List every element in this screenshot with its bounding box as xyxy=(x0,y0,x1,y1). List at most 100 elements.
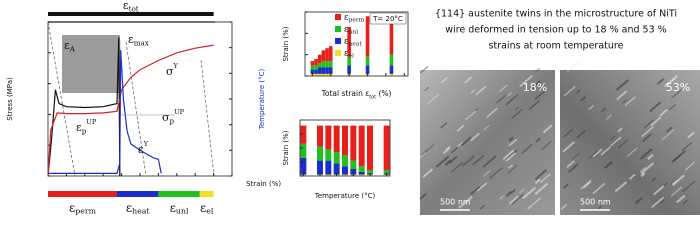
texture xyxy=(511,108,523,119)
texture xyxy=(640,162,655,175)
bar-segment xyxy=(358,166,365,172)
texture xyxy=(472,154,485,166)
x-axis-title-part: (%) xyxy=(376,89,391,98)
legend-label-part: ε xyxy=(344,25,349,35)
texture xyxy=(505,190,513,197)
annotation: εmax xyxy=(128,33,149,47)
texture xyxy=(682,199,688,205)
bar-segment xyxy=(317,73,322,76)
y2-axis-title: Temperature (°C) xyxy=(258,69,266,131)
texture xyxy=(651,196,665,208)
texture xyxy=(659,199,665,204)
texture xyxy=(649,101,662,113)
bar-segment xyxy=(333,125,340,153)
strain-segment-label: εperm xyxy=(69,201,97,216)
texture xyxy=(528,100,540,110)
annotation: T= 20°C xyxy=(372,15,403,23)
bar-segment xyxy=(317,125,323,147)
legend-label-part: heat xyxy=(349,41,363,47)
bar-segment xyxy=(321,73,326,76)
reference-line xyxy=(47,21,76,177)
legend-label-part: ε xyxy=(344,13,349,23)
bar-segment xyxy=(350,160,357,169)
annotation-part: ε xyxy=(76,121,82,134)
texture xyxy=(561,203,568,210)
texture xyxy=(615,79,629,91)
micrograph-label: 18% xyxy=(523,81,547,94)
texture xyxy=(661,129,675,141)
texture xyxy=(592,182,606,195)
texture xyxy=(465,110,477,121)
bar-segment xyxy=(310,61,315,66)
texture xyxy=(442,147,450,155)
strain-segment-label: εheat xyxy=(126,201,151,216)
scale-label: 500 nm xyxy=(440,198,471,207)
bar-segment xyxy=(342,125,348,155)
bar-segment xyxy=(325,73,329,76)
texture xyxy=(498,84,508,93)
legend-swatch xyxy=(335,26,341,32)
texture xyxy=(681,180,696,193)
legend-label-part: unl xyxy=(349,29,359,35)
texture xyxy=(508,136,514,142)
strain-segment-label-part: heat xyxy=(132,207,150,216)
texture xyxy=(458,195,473,209)
bar-segment xyxy=(367,170,373,174)
bar-segment xyxy=(358,125,365,167)
strain-segment-label-part: ε xyxy=(69,201,75,215)
texture xyxy=(571,152,580,160)
bar-segment xyxy=(310,65,315,70)
bar-segment xyxy=(358,174,365,176)
bar-segment xyxy=(365,65,370,74)
texture xyxy=(479,205,485,210)
x-axis-title: Temperature (°C) xyxy=(314,192,376,200)
bar-segment xyxy=(347,56,351,66)
texture xyxy=(505,149,518,161)
texture xyxy=(663,182,668,187)
texture xyxy=(519,75,533,88)
annotation-box xyxy=(369,12,407,25)
texture xyxy=(605,114,612,120)
annotation-part: p xyxy=(82,126,87,135)
annotation-part: p xyxy=(170,116,175,125)
texture xyxy=(566,160,575,168)
x-axis-title: Strain (%) xyxy=(246,180,281,188)
texture xyxy=(643,119,655,129)
annotation-part: ε xyxy=(64,39,70,52)
texture xyxy=(640,172,646,178)
texture xyxy=(470,132,480,142)
texture xyxy=(476,182,488,192)
bar-segment xyxy=(317,54,322,64)
texture xyxy=(534,169,548,181)
texture xyxy=(617,127,623,133)
bar-segment xyxy=(328,61,333,68)
texture xyxy=(663,74,678,88)
texture xyxy=(603,160,614,170)
bar-segment xyxy=(365,16,370,57)
strain-segment-label-part: ε xyxy=(126,201,132,215)
legend-label: εperm xyxy=(344,13,365,24)
data-line xyxy=(48,50,162,174)
texture xyxy=(672,178,679,185)
bar-segment xyxy=(325,174,332,176)
texture xyxy=(563,183,569,189)
texture xyxy=(522,186,536,200)
texture xyxy=(588,104,595,111)
bar-segment xyxy=(317,160,323,175)
texture xyxy=(527,197,541,210)
texture xyxy=(600,146,611,156)
bar-segment xyxy=(314,73,318,76)
legend-swatch xyxy=(335,50,341,56)
texture xyxy=(652,185,665,196)
texture xyxy=(563,86,576,97)
texture xyxy=(420,65,429,74)
texture xyxy=(502,149,515,161)
texture xyxy=(617,139,629,149)
annotation-part: Y xyxy=(173,62,179,70)
strain-segment-label-part: ε xyxy=(200,201,206,215)
annotation-part: UP xyxy=(86,118,97,126)
annotation-part: UP xyxy=(174,108,185,116)
bar-segment xyxy=(317,146,323,161)
texture xyxy=(440,122,448,129)
caption-line: strains at room temperature xyxy=(489,41,624,52)
